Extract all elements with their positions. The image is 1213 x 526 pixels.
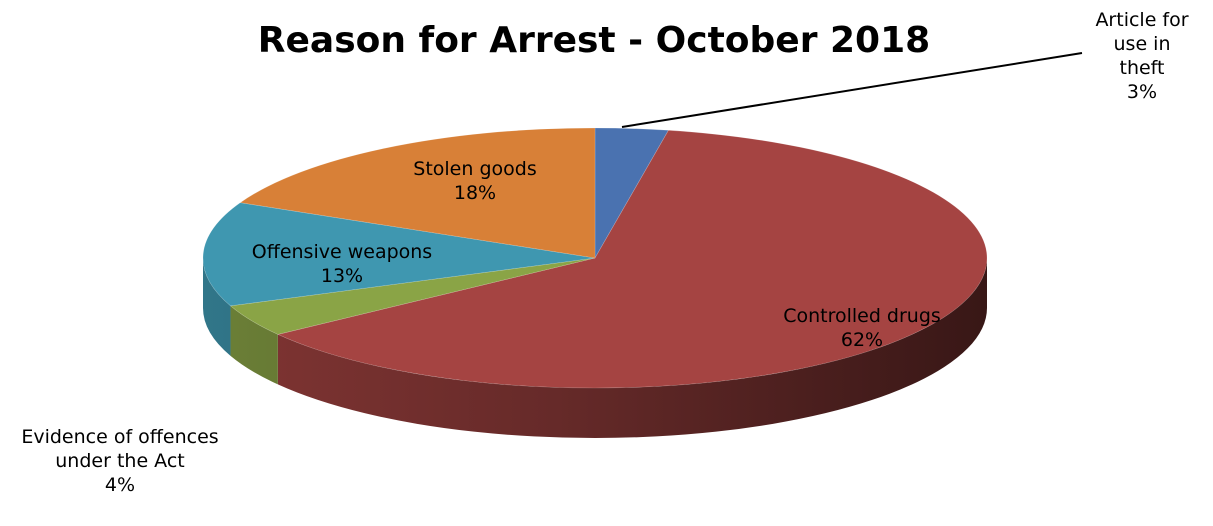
pie-slice-0 [594, 127, 669, 260]
pie-depth [203, 258, 987, 438]
slice-name: use in [1114, 33, 1171, 55]
pie-slice-2 [229, 257, 596, 335]
pie-top [202, 127, 988, 389]
pie-slice-1 [276, 129, 988, 389]
pie-slice-3 [202, 202, 596, 307]
slice-name: Article for [1095, 9, 1188, 31]
slice-percent: 4% [105, 474, 135, 496]
slice-name: Stolen goods [413, 158, 536, 180]
leader-line-0 [621, 52, 1083, 128]
pie-side-3 [203, 258, 231, 356]
slice-name: theft [1120, 57, 1165, 79]
pie-slice-4 [239, 127, 596, 259]
slice-percent: 62% [841, 329, 883, 351]
slice-percent: 3% [1127, 81, 1157, 103]
slice-name: Evidence of offences [21, 426, 218, 448]
slice-name: Controlled drugs [783, 305, 941, 327]
slice-percent: 18% [454, 182, 496, 204]
slice-percent: 13% [321, 265, 363, 287]
chart-title: Reason for Arrest - October 2018 [258, 20, 930, 61]
pie-side-2 [230, 305, 278, 385]
leader-lines [621, 52, 1083, 128]
pie-side-1 [277, 258, 987, 438]
slice-name: Offensive weapons [252, 241, 432, 263]
slice-name: under the Act [55, 450, 184, 472]
